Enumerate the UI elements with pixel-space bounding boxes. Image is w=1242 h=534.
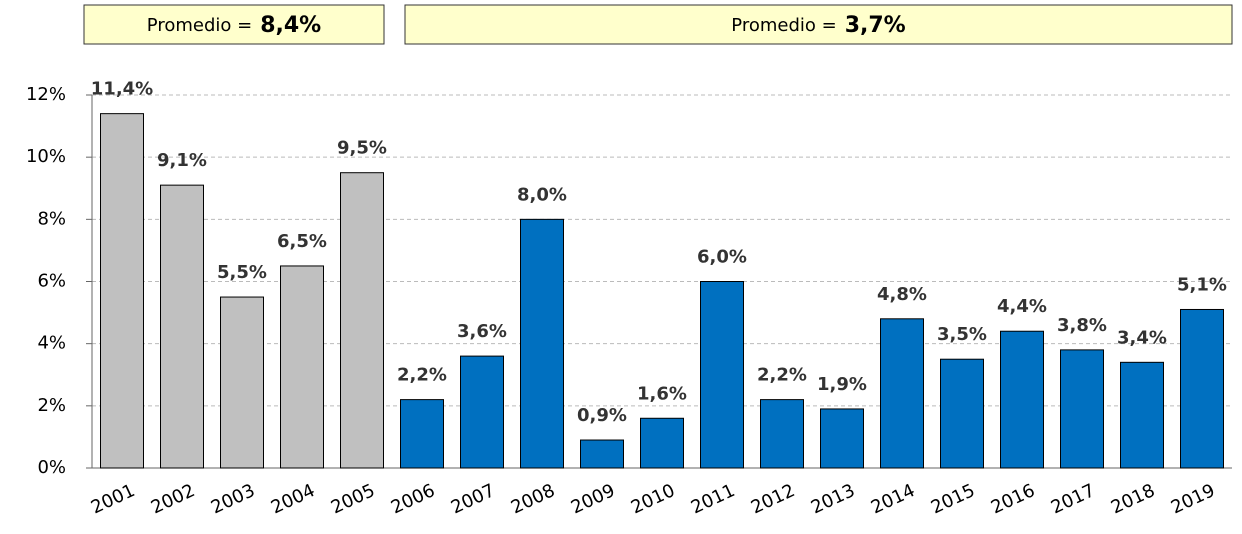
bar bbox=[580, 439, 624, 469]
x-tick-label: 2015 bbox=[928, 480, 978, 518]
bar bbox=[100, 113, 144, 469]
bar bbox=[400, 399, 444, 469]
bar bbox=[760, 399, 804, 469]
x-tick-label: 2008 bbox=[508, 480, 558, 518]
y-tick-label: 12% bbox=[26, 84, 66, 105]
annotation-box bbox=[83, 4, 385, 45]
bar bbox=[640, 417, 684, 469]
x-tick-label: 2010 bbox=[628, 480, 678, 518]
annotation: Promedio = 8,4% bbox=[147, 13, 321, 38]
y-tick-label: 10% bbox=[26, 146, 66, 167]
value-label: 2,2% bbox=[397, 365, 447, 386]
y-tick-label: 8% bbox=[37, 208, 66, 229]
value-label: 6,0% bbox=[697, 247, 747, 268]
bar bbox=[700, 281, 744, 469]
y-tick-label: 6% bbox=[37, 271, 66, 292]
bar bbox=[460, 355, 504, 469]
value-label: 11,4% bbox=[91, 79, 153, 100]
x-tick-label: 2005 bbox=[328, 480, 378, 518]
annotation-value: 8,4% bbox=[260, 13, 321, 38]
bar bbox=[1120, 361, 1164, 469]
bar bbox=[520, 218, 564, 469]
value-label: 8,0% bbox=[517, 184, 567, 205]
value-label: 9,1% bbox=[157, 150, 207, 171]
value-label: 3,8% bbox=[1057, 315, 1107, 336]
bar bbox=[280, 265, 324, 469]
value-label: 5,5% bbox=[217, 262, 267, 283]
x-tick-label: 2014 bbox=[868, 480, 918, 518]
value-label: 0,9% bbox=[577, 405, 627, 426]
annotation-text: Promedio = bbox=[731, 15, 836, 36]
x-tick-label: 2007 bbox=[448, 480, 498, 518]
bar bbox=[880, 318, 924, 469]
x-tick-label: 2017 bbox=[1048, 480, 1098, 518]
x-tick-label: 2004 bbox=[268, 480, 318, 518]
annotation: Promedio = 3,7% bbox=[731, 13, 905, 38]
x-tick-label: 2001 bbox=[88, 480, 138, 518]
value-label: 2,2% bbox=[757, 365, 807, 386]
bar bbox=[220, 296, 264, 469]
x-tick-label: 2019 bbox=[1168, 480, 1218, 518]
x-tick-label: 2016 bbox=[988, 480, 1038, 518]
x-tick-label: 2002 bbox=[148, 480, 198, 518]
annotation-box bbox=[404, 4, 1233, 45]
value-label: 6,5% bbox=[277, 231, 327, 252]
x-tick-label: 2012 bbox=[748, 480, 798, 518]
value-label: 3,5% bbox=[937, 324, 987, 345]
bar bbox=[1060, 349, 1104, 469]
value-label: 1,9% bbox=[817, 374, 867, 395]
bar bbox=[1180, 308, 1224, 469]
y-tick-label: 0% bbox=[37, 457, 66, 478]
y-tick-label: 4% bbox=[37, 333, 66, 354]
x-tick-label: 2018 bbox=[1108, 480, 1158, 518]
x-tick-label: 2003 bbox=[208, 480, 258, 518]
bar bbox=[820, 408, 864, 469]
value-label: 4,4% bbox=[997, 296, 1047, 317]
value-label: 5,1% bbox=[1177, 274, 1227, 295]
bar bbox=[940, 358, 984, 469]
value-label: 4,8% bbox=[877, 284, 927, 305]
value-label: 1,6% bbox=[637, 383, 687, 404]
y-tick-label: 2% bbox=[37, 395, 66, 416]
annotation-value: 3,7% bbox=[845, 13, 906, 38]
value-label: 9,5% bbox=[337, 138, 387, 159]
value-label: 3,4% bbox=[1117, 327, 1167, 348]
bar bbox=[160, 184, 204, 469]
bar bbox=[340, 172, 384, 469]
bar bbox=[1000, 330, 1044, 469]
value-label: 3,6% bbox=[457, 321, 507, 342]
x-tick-label: 2006 bbox=[388, 480, 438, 518]
x-tick-label: 2011 bbox=[688, 480, 738, 518]
x-tick-label: 2009 bbox=[568, 480, 618, 518]
x-tick-label: 2013 bbox=[808, 480, 858, 518]
annotation-text: Promedio = bbox=[147, 15, 252, 36]
